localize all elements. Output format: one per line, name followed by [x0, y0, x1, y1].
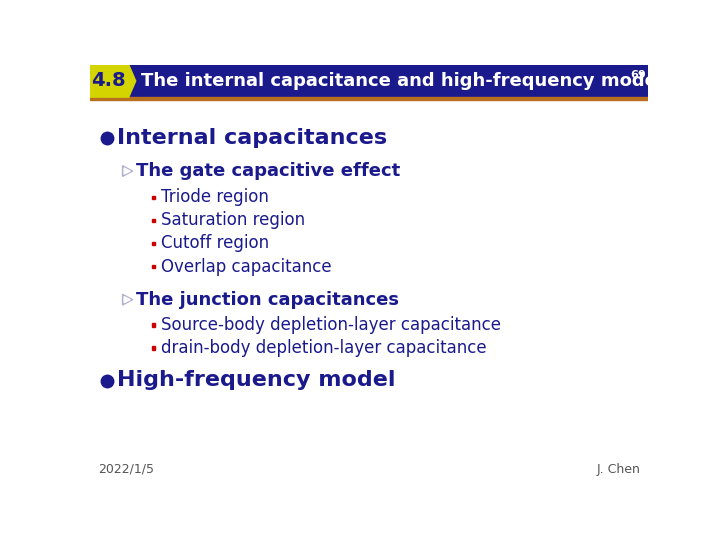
- Text: 2022/1/5: 2022/1/5: [98, 463, 154, 476]
- Text: J. Chen: J. Chen: [596, 463, 640, 476]
- Bar: [152, 323, 156, 327]
- Text: Cutoff region: Cutoff region: [161, 234, 269, 252]
- Polygon shape: [122, 294, 132, 305]
- Text: 4.8: 4.8: [91, 71, 126, 91]
- Text: Internal capacitances: Internal capacitances: [117, 128, 387, 148]
- Text: Overlap capacitance: Overlap capacitance: [161, 258, 331, 275]
- Polygon shape: [124, 296, 130, 303]
- Polygon shape: [122, 166, 132, 177]
- Bar: [152, 242, 156, 245]
- Polygon shape: [90, 65, 136, 97]
- Bar: [152, 219, 156, 222]
- Bar: [152, 265, 156, 268]
- Text: The internal capacitance and high-frequency model: The internal capacitance and high-freque…: [141, 72, 663, 90]
- Polygon shape: [124, 168, 130, 174]
- Text: drain-body depletion-layer capacitance: drain-body depletion-layer capacitance: [161, 339, 486, 357]
- Text: The gate capacitive effect: The gate capacitive effect: [137, 162, 401, 180]
- Text: Source-body depletion-layer capacitance: Source-body depletion-layer capacitance: [161, 316, 500, 334]
- Text: 69: 69: [630, 70, 646, 80]
- Text: Triode region: Triode region: [161, 188, 269, 206]
- Bar: [152, 347, 156, 350]
- Bar: [152, 195, 156, 199]
- Text: The junction capacitances: The junction capacitances: [137, 291, 400, 309]
- Bar: [90, 65, 648, 97]
- Text: High-frequency model: High-frequency model: [117, 370, 395, 390]
- Bar: [90, 97, 648, 100]
- Text: Saturation region: Saturation region: [161, 211, 305, 230]
